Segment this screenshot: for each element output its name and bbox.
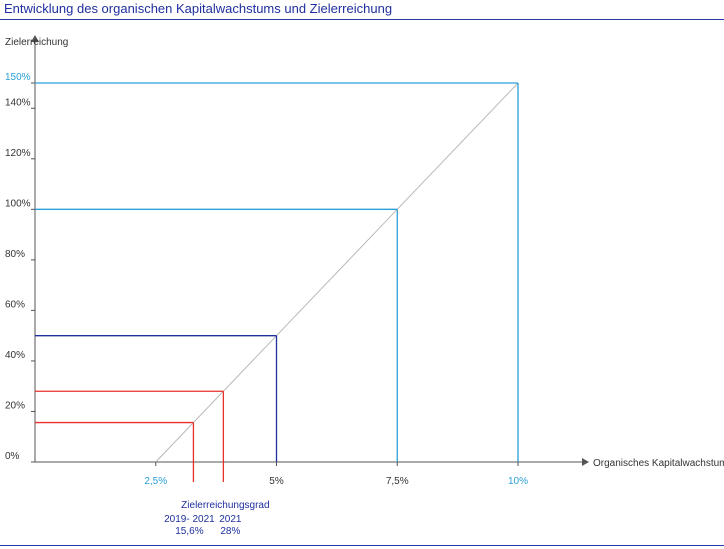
y-tick-label: 20% bbox=[5, 400, 25, 411]
y-tick-label: 0% bbox=[5, 451, 20, 462]
annotation-heading: Zielerreichungsgrad bbox=[181, 500, 269, 511]
x-tick-label: 5% bbox=[269, 476, 284, 487]
y-tick-label: 140% bbox=[5, 97, 31, 108]
y-tick-label: 60% bbox=[5, 299, 25, 310]
x-tick-label: 7,5% bbox=[386, 476, 409, 487]
y-tick-label: 120% bbox=[5, 148, 31, 159]
target-line bbox=[155, 82, 519, 463]
annotation-value: 28% bbox=[220, 526, 240, 537]
y-tick-label: 150% bbox=[5, 72, 31, 83]
x-tick-label: 10% bbox=[508, 476, 528, 487]
chart-title: Entwicklung des organischen Kapitalwachs… bbox=[4, 1, 393, 16]
footer-rule bbox=[0, 545, 724, 546]
y-tick-label: 100% bbox=[5, 198, 31, 209]
annotation-label: 2021 bbox=[219, 514, 242, 525]
y-tick-label: 40% bbox=[5, 350, 25, 361]
title-rule bbox=[0, 19, 724, 20]
y-tick-label: 80% bbox=[5, 249, 25, 260]
annotation-label: 2019- 2021 bbox=[164, 514, 215, 525]
x-axis-label: Organisches Kapitalwachstum bbox=[593, 458, 724, 469]
y-axis-label: Zielerreichung bbox=[5, 37, 68, 48]
annotation-value: 15,6% bbox=[175, 526, 203, 537]
x-tick-label: 2,5% bbox=[144, 476, 167, 487]
